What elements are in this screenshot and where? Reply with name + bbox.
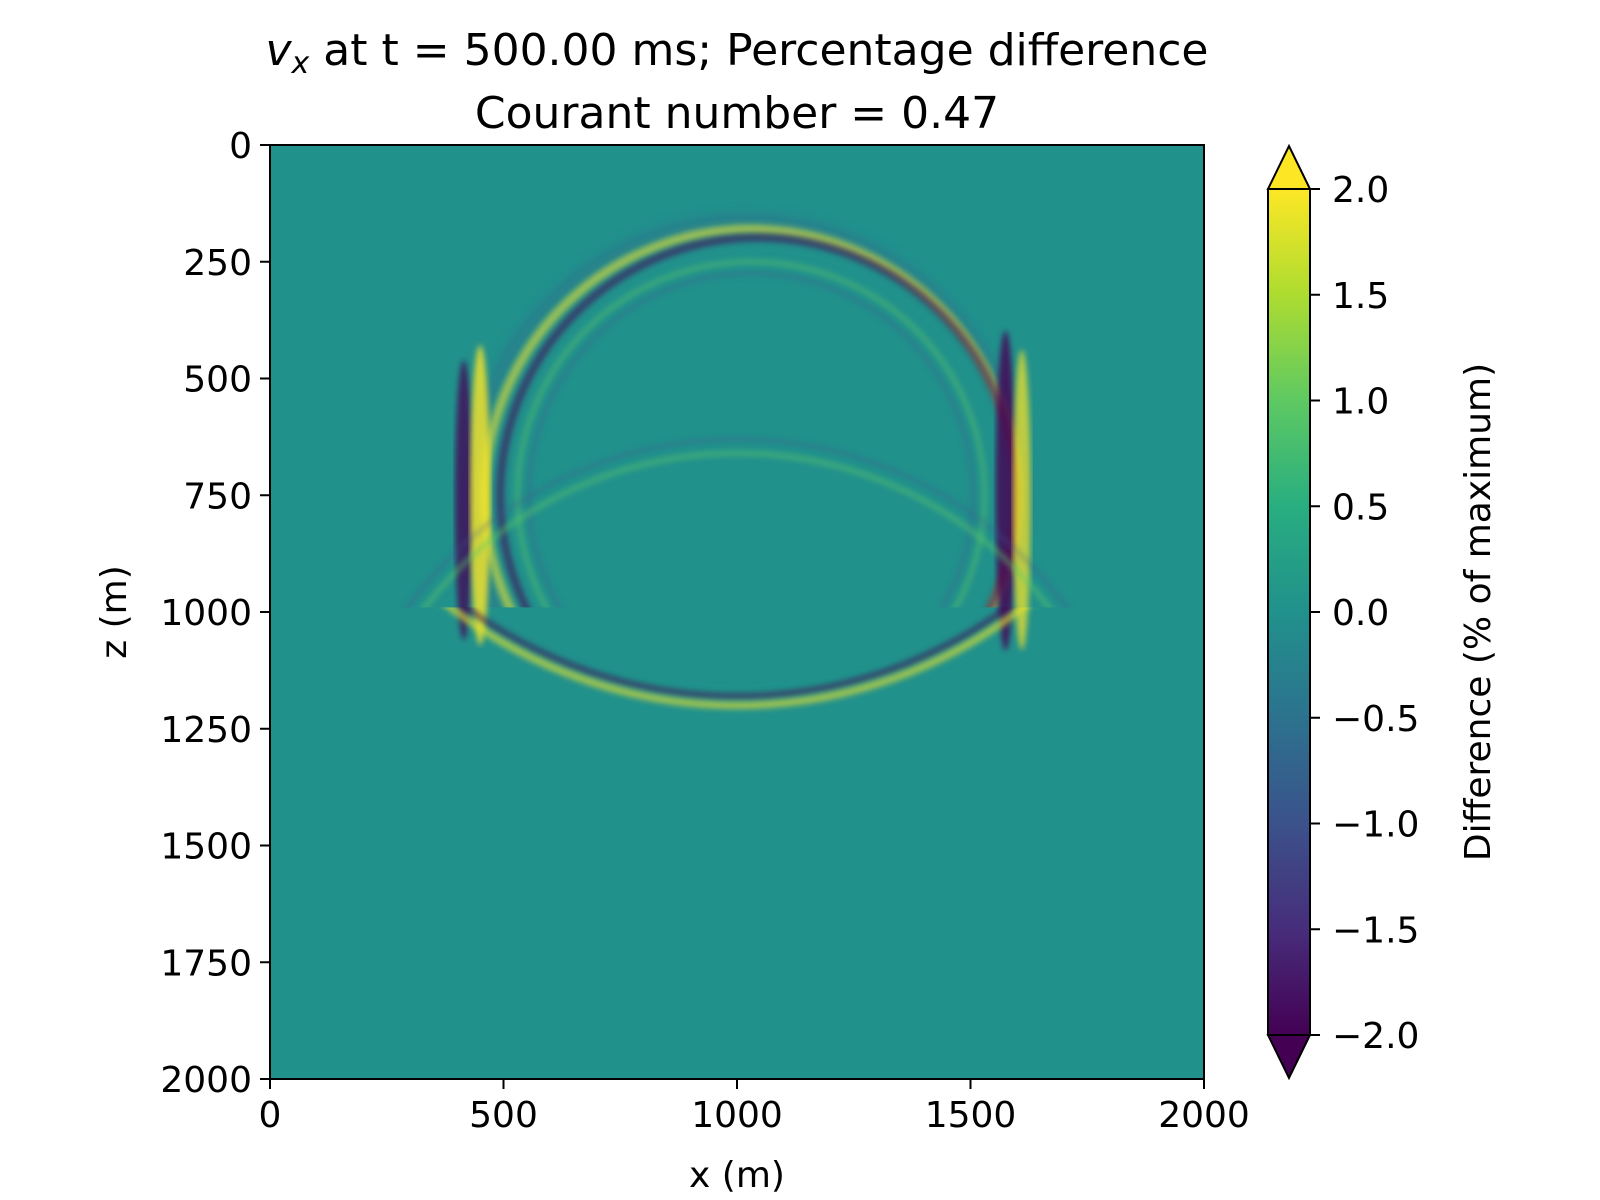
colorbar-label: Difference (% of maximum) xyxy=(1458,363,1499,861)
lower-arc-dark xyxy=(461,607,1013,699)
y-tick-label: 250 xyxy=(183,243,252,284)
y-tick-label: 1000 xyxy=(160,593,252,634)
x-axis-label: x (m) xyxy=(689,1155,785,1196)
y-tick-label: 500 xyxy=(183,360,252,401)
wavefront-ring-inner xyxy=(515,259,987,608)
chart-title-line1: vx at t = 500.00 ms; Percentage differen… xyxy=(265,25,1208,81)
y-tick-label: 1250 xyxy=(160,710,252,751)
colorbar-tick-label: 1.5 xyxy=(1332,276,1389,317)
colorbar-tick-label: −1.0 xyxy=(1332,805,1419,846)
x-tick-label: 2000 xyxy=(1158,1095,1250,1136)
x-tick-label: 0 xyxy=(259,1095,282,1136)
wavefront-lobe-left-dark xyxy=(454,359,473,640)
y-tick-label: 2000 xyxy=(160,1060,252,1101)
y-axis-label: z (m) xyxy=(94,565,135,659)
colorbar-tick-label: −2.0 xyxy=(1332,1016,1419,1057)
x-tick-label: 500 xyxy=(469,1095,538,1136)
heatmap-background xyxy=(270,145,1204,1079)
colorbar-tick-label: −1.5 xyxy=(1332,910,1419,951)
colorbar-gradient xyxy=(1268,189,1310,1035)
y-axis-ticks: 0 250 500 750 1000 1250 1500 1750 2000 xyxy=(160,126,270,1101)
colorbar: 2.0 1.5 1.0 0.5 0.0 −0.5 −1.0 −1.5 −2.0 Differen… xyxy=(1266,143,1499,1081)
colorbar-tick-label: 1.0 xyxy=(1332,382,1389,423)
heatmap-plot-area xyxy=(270,145,1204,1079)
colorbar-tick-label: 2.0 xyxy=(1332,170,1389,211)
y-tick-label: 750 xyxy=(183,476,252,517)
colorbar-tick-label: −0.5 xyxy=(1332,699,1419,740)
y-tick-label: 1750 xyxy=(160,943,252,984)
wavefront-lobe-right-bright xyxy=(1012,349,1031,650)
reflected-arc xyxy=(422,450,1052,608)
y-tick-label: 0 xyxy=(229,126,252,167)
colorbar-tick-label: 0.5 xyxy=(1332,487,1389,528)
title-variable: v xyxy=(265,25,292,76)
y-tick-label: 1500 xyxy=(160,827,252,868)
colorbar-extend-top xyxy=(1266,143,1312,190)
wavefront-lobe-left-bright xyxy=(470,345,491,646)
wavefront-layer xyxy=(405,212,1069,709)
wavefront-lobe-right-dark xyxy=(995,330,1016,651)
reflected-arc-dark xyxy=(405,437,1069,608)
lower-arc-bright xyxy=(445,607,1029,709)
x-axis-ticks: 0 500 1000 1500 2000 xyxy=(259,1079,1250,1136)
colorbar-tick-label: 0.0 xyxy=(1332,593,1389,634)
title-line1-rest: at t = 500.00 ms; Percentage difference xyxy=(309,25,1208,76)
title-variable-subscript: x xyxy=(291,46,310,81)
colorbar-ticks: 2.0 1.5 1.0 0.5 0.0 −0.5 −1.0 −1.5 −2.0 xyxy=(1310,170,1419,1057)
chart-title-line2: Courant number = 0.47 xyxy=(475,88,999,139)
x-tick-label: 1500 xyxy=(925,1095,1017,1136)
colorbar-extend-bottom xyxy=(1266,1034,1312,1081)
x-tick-label: 1000 xyxy=(691,1095,783,1136)
